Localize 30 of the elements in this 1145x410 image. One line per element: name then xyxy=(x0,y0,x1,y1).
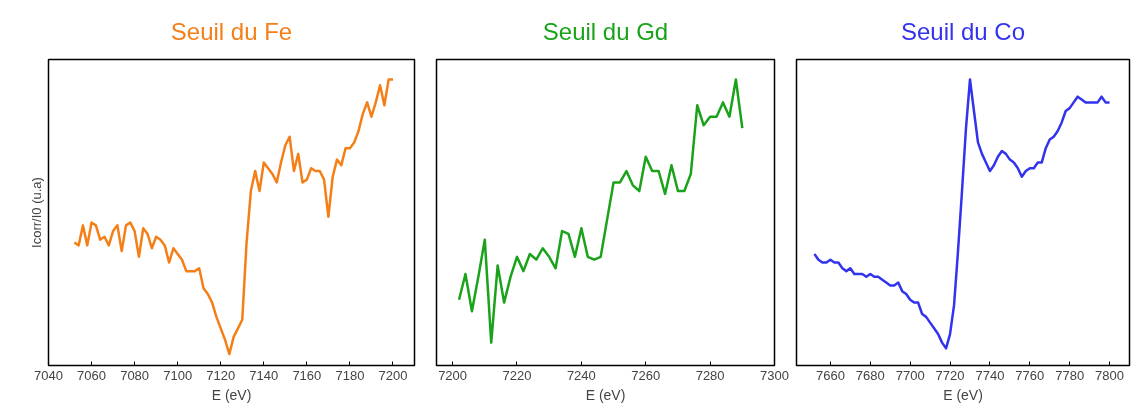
chart-title: Seuil du Gd xyxy=(542,17,669,45)
x-tick-label: 7300 xyxy=(760,367,789,383)
x-tick-label: 7120 xyxy=(206,367,236,383)
x-tick-label: 7100 xyxy=(163,367,193,383)
x-tick-label: 7160 xyxy=(292,367,322,383)
x-axis-title: E (eV) xyxy=(943,386,983,403)
x-tick-label: 7280 xyxy=(695,367,725,383)
x-tick-label: 7040 xyxy=(34,367,63,383)
x-tick-label: 7700 xyxy=(895,367,925,383)
chart-title: Seuil du Fe xyxy=(170,17,293,45)
x-tick-label: 7800 xyxy=(1095,367,1125,383)
x-tick-label: 7660 xyxy=(815,367,845,383)
x-tick-label: 7240 xyxy=(566,367,596,383)
x-tick-label: 7260 xyxy=(631,367,661,383)
chart-title: Seuil du Co xyxy=(900,17,1026,45)
x-tick-label: 7740 xyxy=(975,367,1005,383)
x-tick-label: 7780 xyxy=(1055,367,1085,383)
x-tick-label: 7200 xyxy=(378,367,408,383)
x-tick-label: 7720 xyxy=(935,367,965,383)
y-axis-title: Icorr/I0 (u.a) xyxy=(28,177,44,248)
x-tick-label: 7140 xyxy=(249,367,279,383)
x-tick-label: 7200 xyxy=(438,367,468,383)
x-axis-title: E (eV) xyxy=(211,386,252,403)
x-axis-title: E (eV) xyxy=(585,386,626,403)
x-tick-label: 7060 xyxy=(77,367,107,383)
x-tick-label: 7220 xyxy=(502,367,532,383)
x-tick-label: 7180 xyxy=(335,367,365,383)
x-tick-label: 7680 xyxy=(855,367,885,383)
x-tick-label: 7760 xyxy=(1015,367,1045,383)
x-tick-label: 7080 xyxy=(120,367,150,383)
